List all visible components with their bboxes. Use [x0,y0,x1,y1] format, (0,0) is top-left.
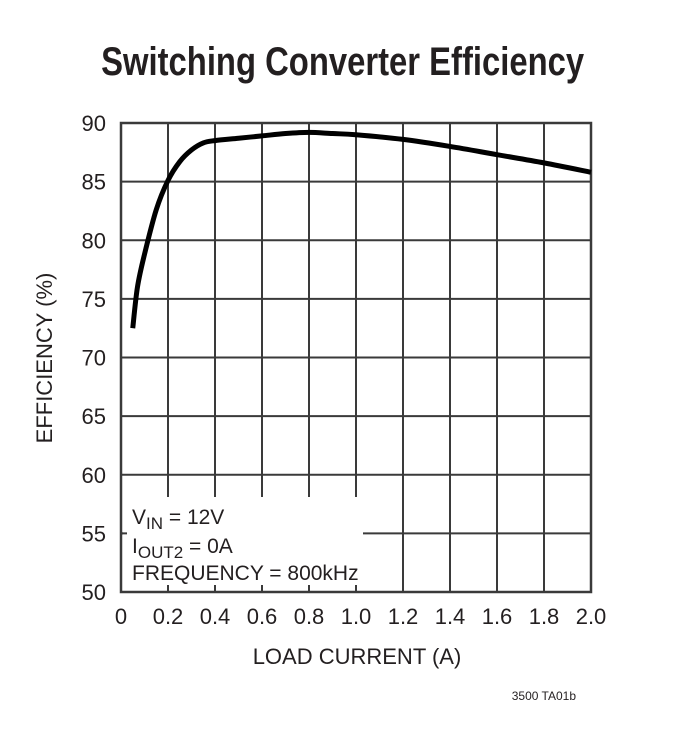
x-tick-label: 1.2 [388,604,419,629]
x-tick-label: 1.4 [435,604,466,629]
x-tick-label: 0.6 [247,604,278,629]
y-tick-label: 70 [82,346,106,371]
figure-id: 3500 TA01b [512,689,577,703]
y-axis-ticks: 90 85 80 75 70 65 60 55 50 [82,111,106,605]
x-tick-label: 1.0 [341,604,372,629]
y-tick-label: 75 [82,287,106,312]
efficiency-curve [130,129,592,329]
x-axis-label: LOAD CURRENT (A) [253,644,462,669]
y-tick-label: 65 [82,404,106,429]
y-tick-label: 50 [82,580,106,605]
annotation-line: FREQUENCY = 800kHz [132,562,359,585]
x-tick-label: 0 [115,604,127,629]
x-tick-label: 0.2 [153,604,184,629]
annotation-line: VIN = 12V [132,506,224,533]
y-axis-label: EFFICIENCY (%) [32,273,57,444]
y-tick-label: 60 [82,463,106,488]
x-tick-label: 0.4 [200,604,231,629]
plot-frame [119,121,593,594]
x-tick-label: 1.8 [529,604,560,629]
annotation-box [123,497,363,590]
grid-lines [121,123,591,592]
y-tick-label: 80 [82,228,106,253]
y-tick-label: 55 [82,521,106,546]
y-tick-label: 85 [82,170,106,195]
x-tick-label: 0.8 [294,604,325,629]
chart-title: Switching Converter Efficiency [101,40,585,84]
y-tick-label: 90 [82,111,106,136]
annotation-line: IOUT2 = 0A [132,535,233,562]
x-axis-ticks: 0 0.2 0.4 0.6 0.8 1.0 1.2 1.4 1.6 1.8 2.0 [115,604,606,629]
x-tick-label: 2.0 [576,604,607,629]
x-tick-label: 1.6 [482,604,513,629]
